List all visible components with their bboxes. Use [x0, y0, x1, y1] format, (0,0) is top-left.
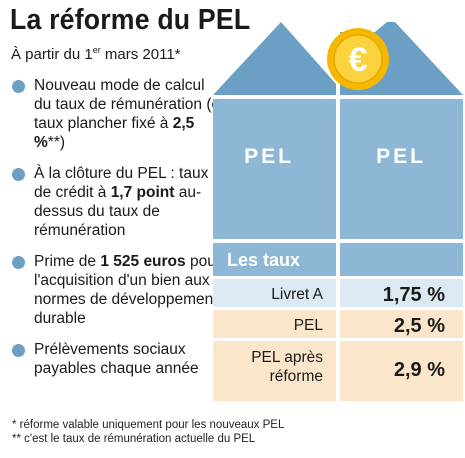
bullet-text-end: **)	[47, 134, 66, 151]
bullet-text: Nouveau mode de calcul du taux de rémuné…	[34, 77, 225, 132]
left-wall	[213, 99, 336, 239]
bullet-item: À la clôture du PEL : taux de crédit à 1…	[10, 164, 225, 240]
right-wall	[340, 99, 463, 239]
table-row-bg	[213, 341, 336, 401]
subtitle: À partir du 1er mars 2011*	[11, 45, 181, 63]
row-value-pel: 2,5 %	[394, 315, 445, 337]
bullet-item: Prélèvements sociaux payables chaque ann…	[10, 340, 225, 378]
row-label-pel: PEL	[294, 317, 324, 334]
row-value-livret-a: 1,75 %	[383, 284, 445, 306]
row-label-pel-apres-line2: réforme	[270, 368, 323, 385]
bullet-dot-icon	[12, 344, 25, 357]
subtitle-prefix: À partir du 1	[11, 46, 93, 63]
row-label-pel-apres-line1: PEL après	[251, 349, 323, 366]
bullet-item: Nouveau mode de calcul du taux de rémuné…	[10, 76, 225, 152]
table-row-bg-right	[340, 310, 463, 338]
row-value-pel-apres: 2,9 %	[394, 359, 445, 381]
footnote-1: * réforme valable uniquement pour les no…	[12, 419, 285, 431]
table-row-bg	[213, 279, 336, 307]
table-header-bg	[213, 243, 336, 276]
bullet-dot-icon	[12, 256, 25, 269]
euro-coin-icon: €	[327, 28, 389, 90]
table-row-bg-right	[340, 279, 463, 307]
subtitle-suffix: mars 2011*	[100, 46, 181, 63]
page-title: La réforme du PEL	[10, 4, 251, 36]
bullet-bold: 1,7 point	[110, 184, 175, 201]
footnote-2: ** c'est le taux de rémunération actuell…	[12, 433, 256, 445]
coin-symbol: €	[349, 41, 368, 79]
subtitle-sup: er	[92, 45, 101, 55]
bullet-item: Prime de 1 525 euros pour l'acquisition …	[10, 252, 225, 328]
table-header: Les taux	[227, 250, 300, 270]
bullet-dot-icon	[12, 168, 25, 181]
roof-label-left: PEL	[244, 145, 294, 168]
bullet-text: Prime de	[34, 253, 101, 270]
bullet-list: Nouveau mode de calcul du taux de rémuné…	[10, 76, 225, 387]
roof-label-right: PEL	[376, 145, 426, 168]
table-header-bg-right	[340, 243, 463, 276]
bullet-bold: 2,5 %	[34, 115, 195, 151]
left-roof	[213, 22, 336, 95]
table-row-bg-right	[340, 341, 463, 401]
bullet-dot-icon	[12, 80, 25, 93]
bullet-bold: 1 525 euros	[100, 253, 186, 270]
bullet-text-end: au-dessus du taux de rémunération	[34, 184, 202, 239]
bullet-text-end: pour l'acquisition d'un bien aux normes …	[34, 253, 221, 327]
bullet-text: Prélèvements sociaux payables chaque ann…	[34, 341, 199, 377]
footnotes: * réforme valable uniquement pour les no…	[12, 418, 284, 446]
house-illustration: PEL PEL € Les taux Livret A 1,75 % PEL 2…	[213, 22, 463, 401]
bullet-text: À la clôture du PEL : taux de crédit à	[34, 165, 209, 201]
row-label-livret-a: Livret A	[271, 286, 323, 303]
table-row-bg	[213, 310, 336, 338]
